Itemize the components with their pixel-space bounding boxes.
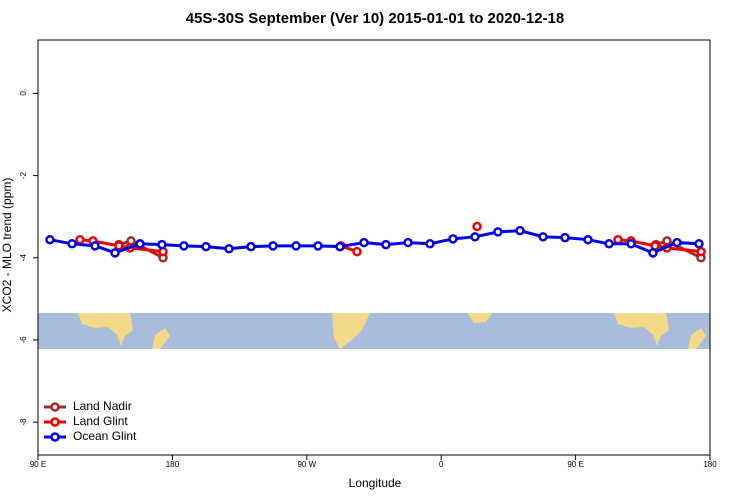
series-point (672, 237, 682, 248)
series-point (626, 239, 636, 249)
x-tick-label: 90 E (567, 460, 583, 469)
series-point (359, 237, 369, 248)
series-point (448, 234, 458, 244)
x-tick-label: 90 W (297, 460, 316, 469)
legend-marker (50, 417, 60, 427)
legend-marker (50, 432, 60, 442)
series-point (75, 234, 85, 245)
legend-marker (50, 402, 60, 412)
series-point (696, 246, 706, 257)
series-point (604, 239, 614, 249)
x-tick-label: 0 (439, 460, 444, 469)
series-point (201, 241, 211, 252)
series-point (472, 221, 482, 232)
series-point (583, 234, 593, 245)
series-point (538, 232, 548, 242)
series-point (470, 232, 480, 242)
series-point (135, 239, 145, 249)
y-tick-label: -2 (19, 171, 28, 179)
y-tick-label: 0 (19, 91, 28, 96)
series-point (157, 239, 167, 250)
series-point (313, 241, 323, 251)
series-point (694, 239, 704, 249)
series-point (114, 241, 124, 251)
series-point (45, 234, 55, 245)
series-point (335, 241, 345, 252)
series-point (67, 239, 77, 249)
series-point (613, 234, 623, 245)
y-axis-label: XCO2 - MLO trend (ppm) (0, 178, 14, 313)
series-point (110, 248, 120, 258)
x-axis-label: Longitude (349, 476, 402, 490)
y-tick-label: -8 (19, 418, 28, 426)
series-point (246, 241, 256, 252)
series-point (291, 241, 301, 251)
series-point (648, 248, 658, 258)
series-point (268, 241, 278, 251)
plot-frame (37, 39, 711, 456)
series-point (352, 246, 362, 257)
legend-label: Ocean Glint (73, 429, 137, 443)
series-point (425, 239, 435, 249)
legend-label: Land Nadir (73, 399, 132, 413)
series-point (381, 239, 391, 250)
series-point (179, 241, 189, 251)
series-point (515, 225, 525, 236)
y-tick-label: -4 (19, 254, 28, 262)
series-point (224, 243, 234, 254)
x-tick-label: 180 (166, 460, 180, 469)
series-point (560, 232, 570, 243)
series-point (493, 227, 503, 237)
x-tick-label: 180 (703, 460, 717, 469)
legend-label: Land Glint (73, 414, 128, 428)
series-point (403, 237, 413, 248)
chart-title: 45S-30S September (Ver 10) 2015-01-01 to… (186, 10, 565, 27)
series-point (90, 241, 100, 251)
y-tick-label: -6 (19, 336, 28, 344)
map-background (38, 313, 710, 349)
x-tick-label: 90 E (30, 460, 46, 469)
